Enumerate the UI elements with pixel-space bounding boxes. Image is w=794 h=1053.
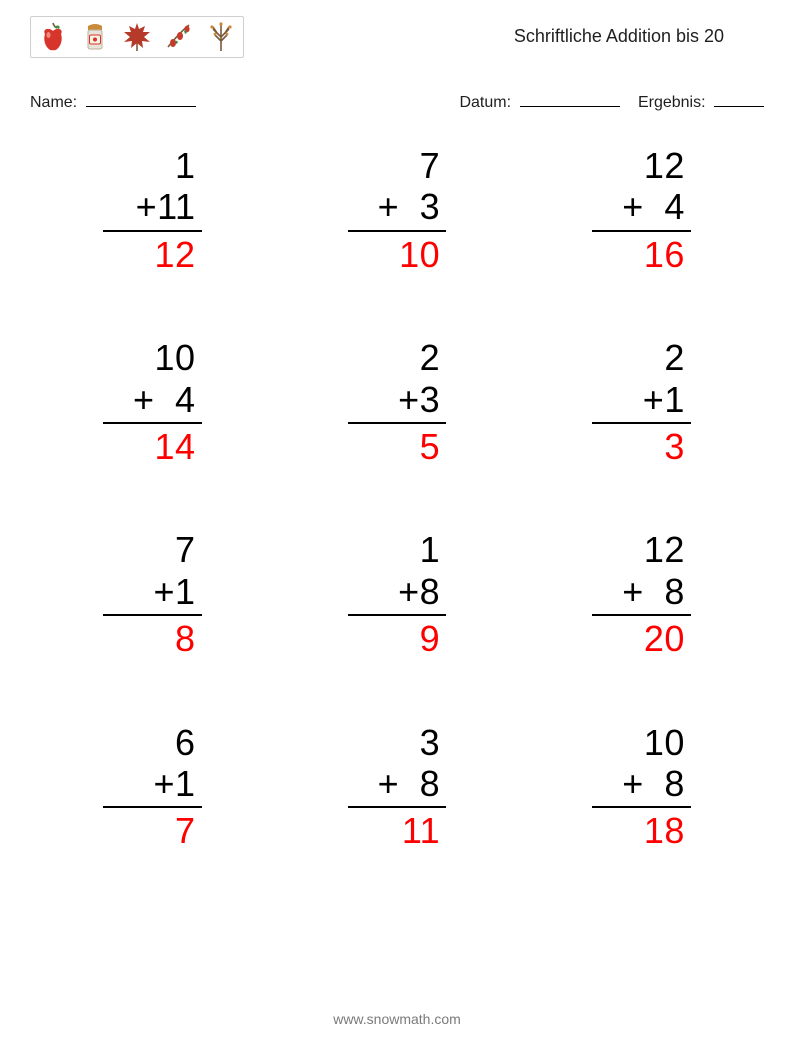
date-label: Datum: [459,94,511,111]
problem: 6 +1 7 [30,722,275,852]
answer: 10 [348,232,446,275]
addend-top: 10 [103,337,201,378]
plus-sign: + [622,571,644,612]
plus-sign: + [378,763,400,804]
problem: 1 +11 12 [30,145,275,275]
addend-bottom: +1 [592,379,690,424]
plus-sign: + [378,186,400,227]
addend-top: 3 [348,722,446,763]
problem: 7 + 3 10 [275,145,520,275]
problem: 10 + 8 18 [519,722,764,852]
addend-top: 2 [592,337,690,378]
addend-top: 7 [103,529,201,570]
problem: 2 +3 5 [275,337,520,467]
name-label: Name: [30,94,77,111]
answer: 14 [103,424,201,467]
worksheet-title: Schriftliche Addition bis 20 [514,26,724,47]
plus-sign: + [133,379,155,420]
addend-bottom: + 3 [348,186,446,231]
answer: 7 [103,808,201,851]
footer-url: www.snowmath.com [0,1011,794,1027]
addend-top: 12 [592,529,690,570]
rosehip-branch-icon [161,19,197,55]
answer: 5 [348,424,446,467]
problem: 12 + 8 20 [519,529,764,659]
date-blank[interactable] [520,90,620,107]
answer: 8 [103,616,201,659]
addend-bottom: + 4 [592,186,690,231]
worksheet-page: Schriftliche Addition bis 20 Name: Datum… [0,0,794,1053]
name-blank[interactable] [86,90,196,107]
result-label: Ergebnis: [638,94,706,111]
plus-sign: + [398,379,420,420]
problem: 7 +1 8 [30,529,275,659]
answer: 12 [103,232,201,275]
plus-sign: + [398,571,420,612]
addend-top: 1 [103,145,201,186]
addend-bottom: + 4 [103,379,201,424]
addend-bottom: +8 [348,571,446,616]
plus-sign: + [622,186,644,227]
apple-icon [35,19,71,55]
problem: 10 + 4 14 [30,337,275,467]
problems-grid: 1 +11 12 7 + 3 10 12 + 4 16 10 + 4 14 2 … [30,145,764,852]
plus-sign: + [153,763,175,804]
addend-bottom: +1 [103,571,201,616]
result-blank[interactable] [714,90,764,107]
problem: 12 + 4 16 [519,145,764,275]
answer: 18 [592,808,690,851]
addend-top: 10 [592,722,690,763]
jam-jar-icon [77,19,113,55]
problem: 1 +8 9 [275,529,520,659]
addend-bottom: + 8 [592,571,690,616]
meta-right: Datum: Ergebnis: [459,90,764,112]
bare-tree-icon [203,19,239,55]
answer: 3 [592,424,690,467]
plus-sign: + [643,379,665,420]
addend-top: 2 [348,337,446,378]
addend-top: 12 [592,145,690,186]
addend-bottom: +11 [103,186,201,231]
answer: 16 [592,232,690,275]
answer: 9 [348,616,446,659]
answer: 11 [348,808,446,851]
addend-top: 7 [348,145,446,186]
problem: 2 +1 3 [519,337,764,467]
addend-top: 6 [103,722,201,763]
plus-sign: + [136,186,158,227]
addend-bottom: + 8 [592,763,690,808]
addend-top: 1 [348,529,446,570]
addend-bottom: +3 [348,379,446,424]
plus-sign: + [153,571,175,612]
addend-bottom: +1 [103,763,201,808]
meta-name: Name: [30,90,210,112]
problem: 3 + 8 11 [275,722,520,852]
addend-bottom: + 8 [348,763,446,808]
header-icon-row [30,16,244,58]
header: Schriftliche Addition bis 20 [30,16,764,66]
maple-leaf-icon [119,19,155,55]
plus-sign: + [622,763,644,804]
answer: 20 [592,616,690,659]
